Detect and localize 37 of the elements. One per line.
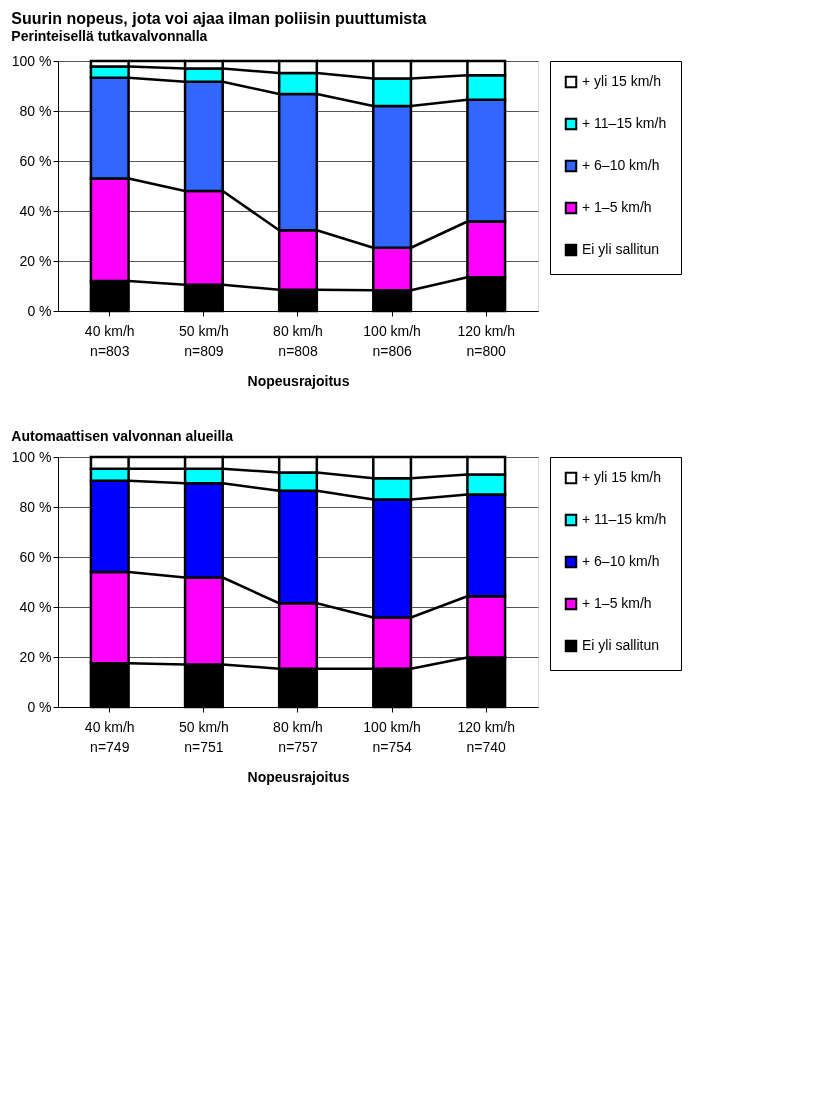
y-tick-label: 20 % (19, 648, 52, 665)
y-tick-label: 80 % (19, 102, 52, 119)
y-tick-label: 60 % (19, 152, 52, 169)
y-tick-label: 20 % (19, 252, 52, 269)
legend-label: Ei yli sallitun (582, 241, 660, 257)
chart-title: Automaattisen valvonnan alueilla (11, 428, 234, 444)
x-axis-title: Nopeusrajoitus (247, 768, 350, 785)
x-tick-label: 40 km/h n=803 (84, 322, 135, 359)
x-tick-label: 120 km/h n=740 (457, 718, 516, 755)
legend-label: + 1–5 km/h (582, 199, 652, 215)
legend-label: + yli 15 km/h (582, 469, 661, 485)
legend-label: + 6–10 km/h (582, 157, 660, 173)
y-tick-label: 100 % (11, 52, 52, 69)
x-tick-label: 100 km/h n=806 (363, 322, 421, 359)
legend-label: + 11–15 km/h (582, 511, 667, 527)
x-tick-label: 100 km/h n=754 (363, 718, 421, 755)
x-tick-label: 120 km/h n=800 (457, 322, 516, 359)
legend-label: Ei yli sallitun (582, 637, 660, 653)
chart-title: Suurin nopeus, jota voi ajaa ilman poliisin puuttumista (11, 10, 427, 27)
x-tick-label: 50 km/h n=751 (178, 718, 229, 755)
y-tick-label: 0 % (27, 302, 52, 319)
x-tick-label: 50 km/h n=809 (178, 322, 229, 359)
y-tick-label: 80 % (19, 498, 52, 515)
x-tick-label: 80 km/h n=757 (273, 718, 323, 755)
y-tick-label: 40 % (19, 202, 52, 219)
y-tick-label: 100 % (11, 448, 52, 465)
x-tick-label: 40 km/h n=749 (84, 718, 135, 755)
legend-label: + 11–15 km/h (582, 115, 667, 131)
legend-label: + 6–10 km/h (582, 553, 660, 569)
y-tick-label: 0 % (27, 698, 52, 715)
legend-label: + 1–5 km/h (582, 595, 652, 611)
chart-subtitle: Perinteisellä tutkavalvonnalla (11, 28, 208, 44)
y-tick-label: 40 % (19, 598, 52, 615)
x-tick-label: 80 km/h n=808 (273, 322, 323, 359)
legend-label: + yli 15 km/h (582, 73, 661, 89)
x-axis-title: Nopeusrajoitus (247, 372, 350, 389)
y-tick-label: 60 % (19, 548, 52, 565)
